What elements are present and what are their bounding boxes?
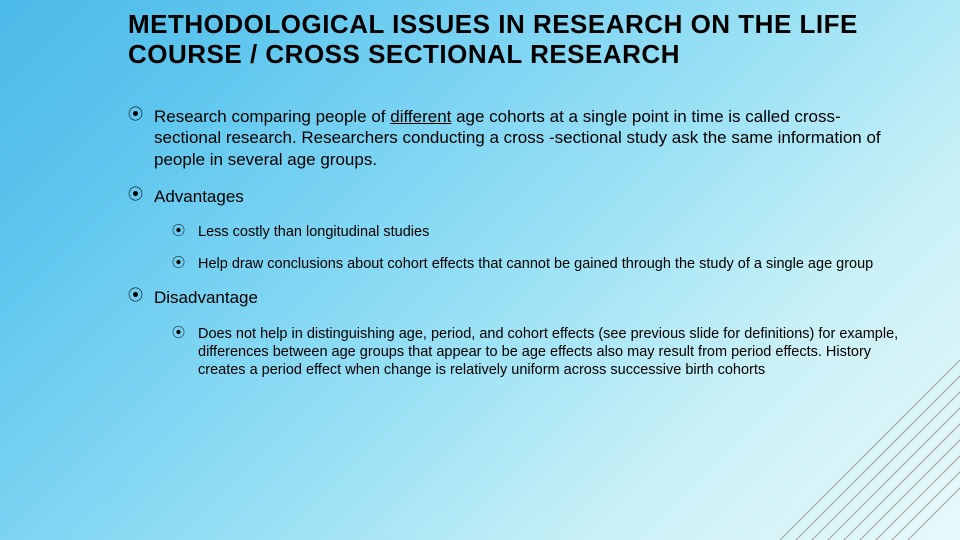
slide-body: Research comparing people of different a… — [128, 106, 900, 393]
bullet-advantage-1: Less costly than longitudinal studies — [172, 223, 900, 241]
bullet-disadvantage: Disadvantage — [128, 287, 900, 308]
bullet-advantage-2: Help draw conclusions about cohort effec… — [172, 255, 900, 273]
bullet-advantages: Advantages — [128, 186, 900, 207]
bullet-disadvantage-1: Does not help in distinguishing age, per… — [172, 325, 900, 379]
definition-text-pre: Research comparing people of — [154, 107, 390, 126]
slide-title: METHODOLOGICAL ISSUES IN RESEARCH ON THE… — [128, 10, 900, 70]
bullet-definition: Research comparing people of different a… — [128, 106, 900, 170]
definition-text-underlined: different — [390, 107, 451, 126]
slide: METHODOLOGICAL ISSUES IN RESEARCH ON THE… — [0, 0, 960, 540]
